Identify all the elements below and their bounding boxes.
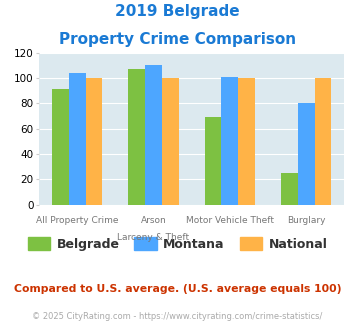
Bar — [238, 78, 255, 205]
Bar — [162, 78, 179, 205]
Text: © 2025 CityRating.com - https://www.cityrating.com/crime-statistics/: © 2025 CityRating.com - https://www.city… — [32, 312, 323, 321]
Bar — [205, 117, 222, 205]
Bar — [222, 77, 238, 205]
Text: Property Crime Comparison: Property Crime Comparison — [59, 32, 296, 48]
Text: Motor Vehicle Theft: Motor Vehicle Theft — [186, 216, 274, 225]
Legend: Belgrade, Montana, National: Belgrade, Montana, National — [28, 237, 327, 251]
Bar — [315, 78, 331, 205]
Text: All Property Crime: All Property Crime — [36, 216, 119, 225]
Bar — [86, 78, 102, 205]
Bar — [281, 173, 298, 205]
Bar — [52, 89, 69, 205]
Bar — [69, 73, 86, 205]
Bar — [129, 69, 145, 205]
Bar — [298, 103, 315, 205]
Text: 2019 Belgrade: 2019 Belgrade — [115, 4, 240, 19]
Text: Arson: Arson — [141, 216, 166, 225]
Text: Compared to U.S. average. (U.S. average equals 100): Compared to U.S. average. (U.S. average … — [14, 284, 341, 294]
Text: Burglary: Burglary — [287, 216, 326, 225]
Bar — [145, 65, 162, 205]
Text: Larceny & Theft: Larceny & Theft — [118, 233, 190, 242]
